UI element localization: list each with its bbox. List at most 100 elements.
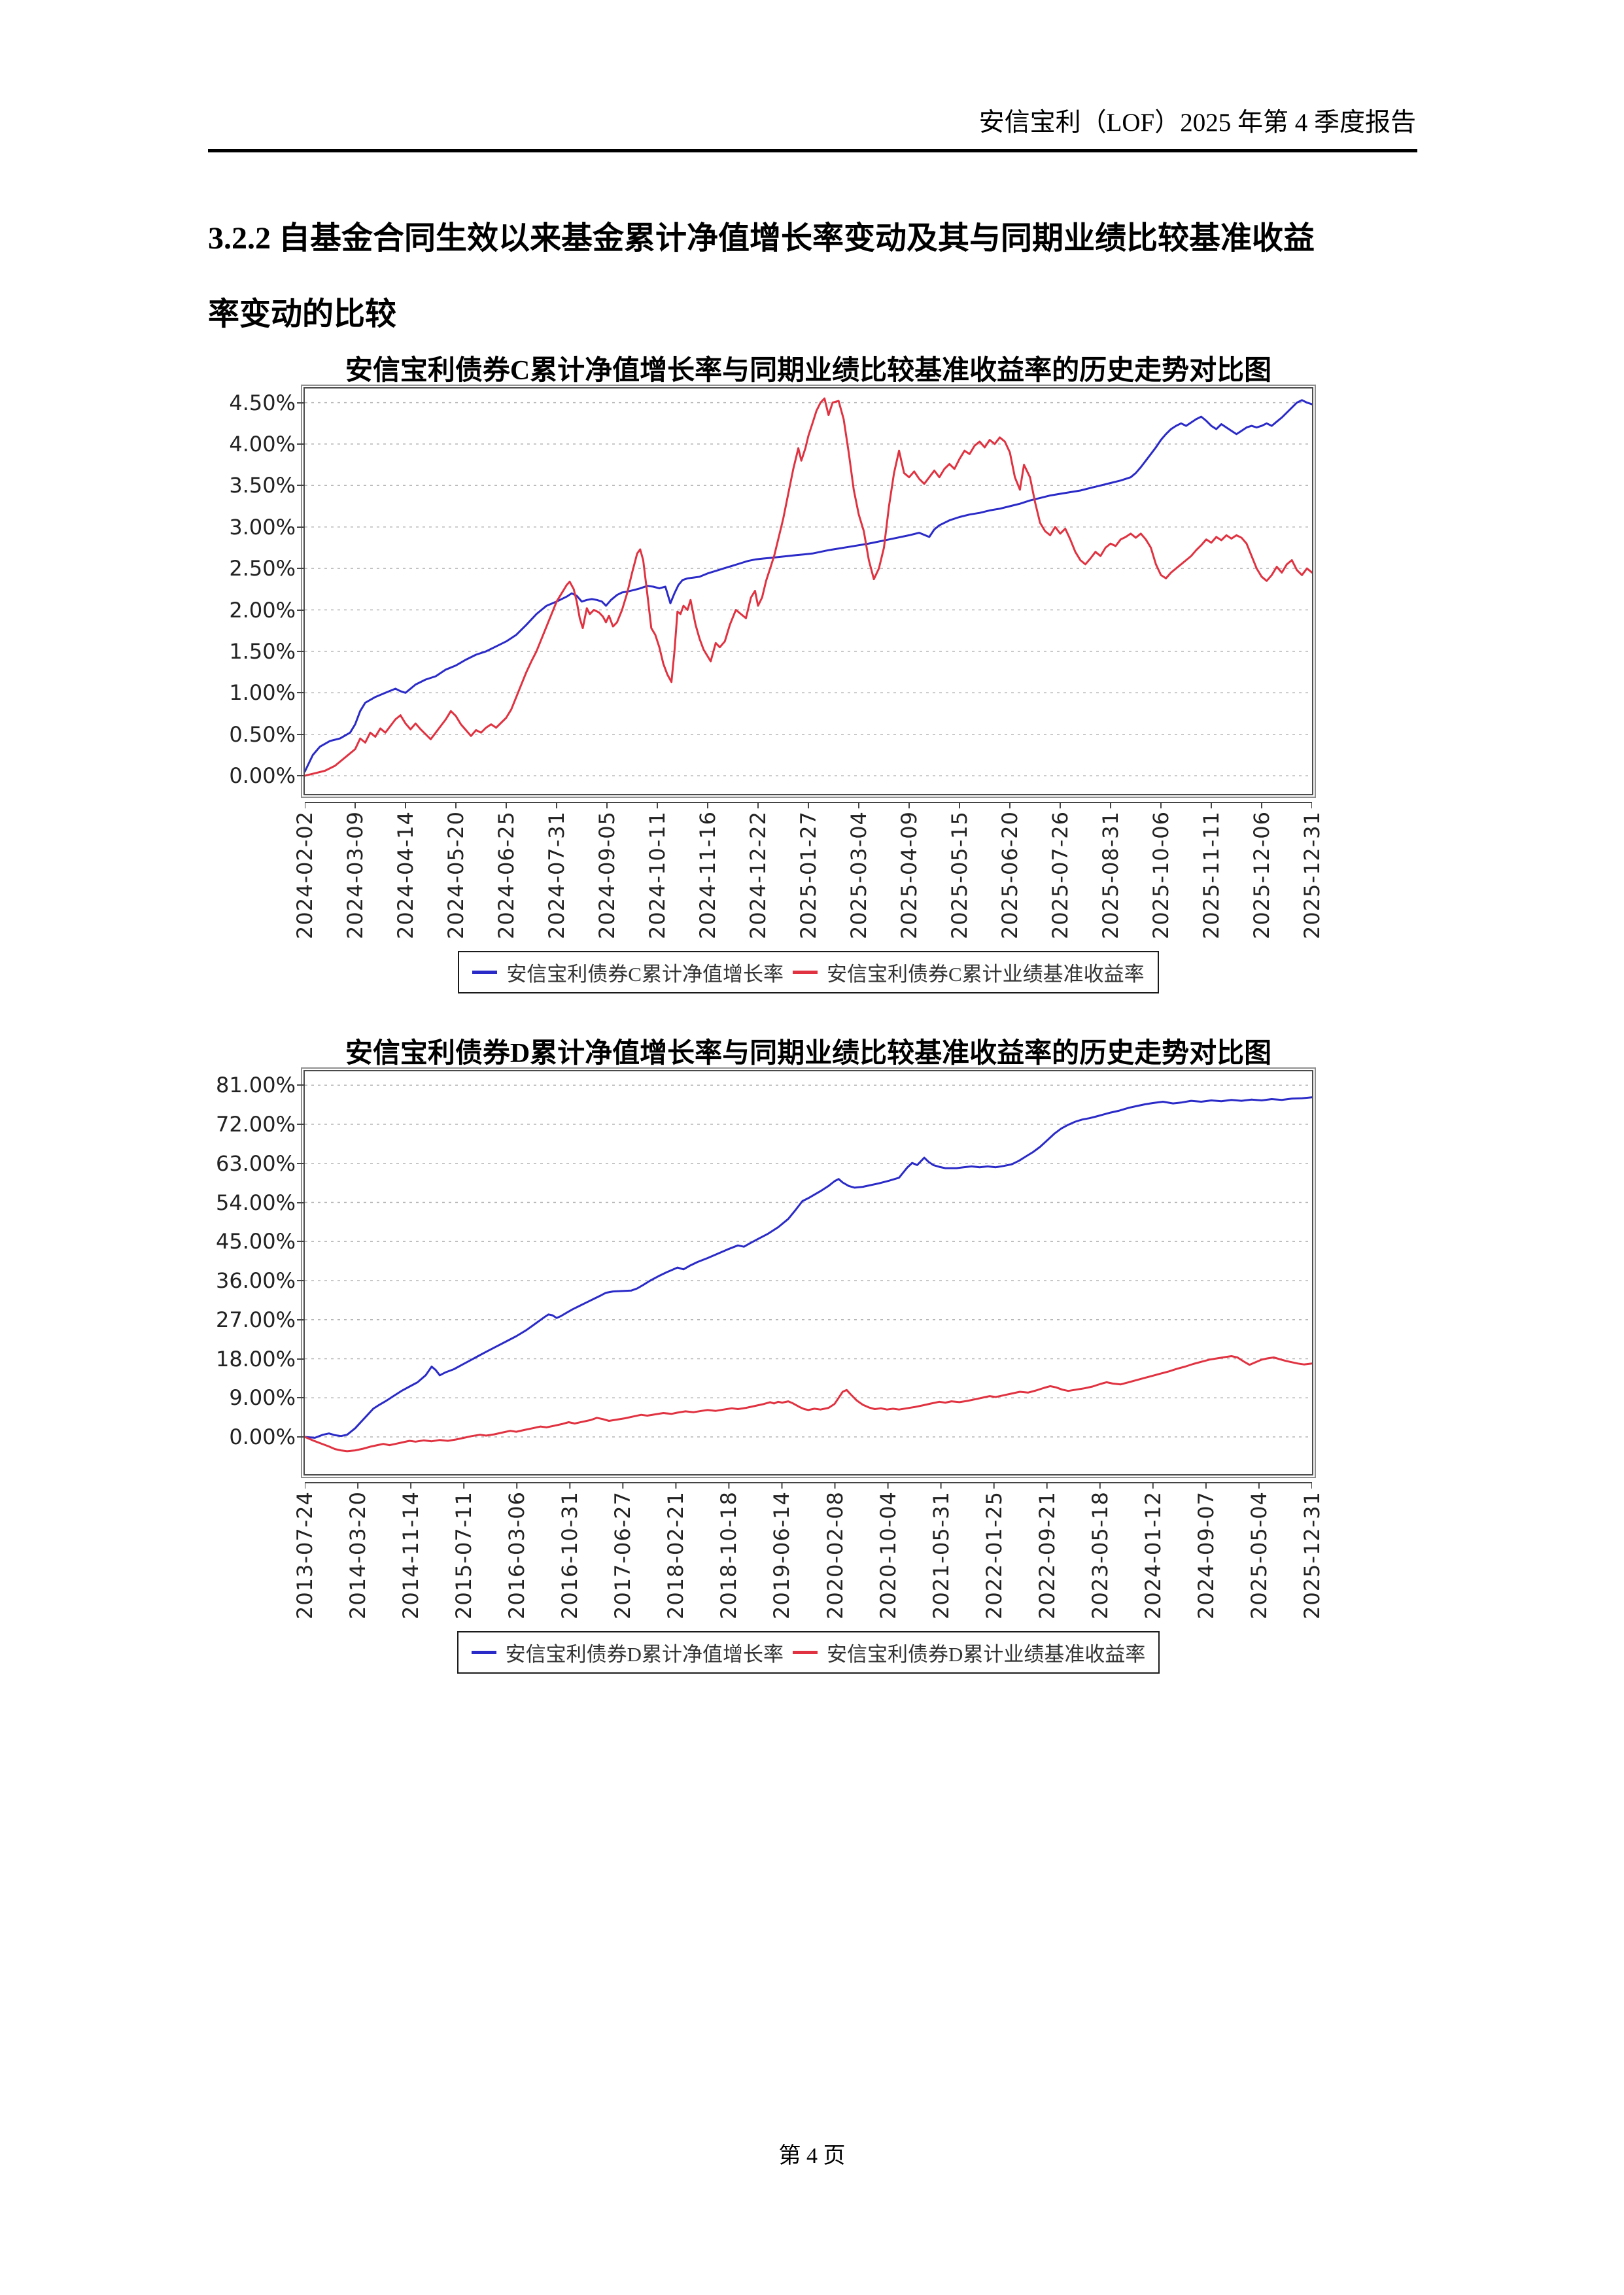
x-axis-label: 2024-09-05 [595,811,619,939]
x-axis-label: 2025-08-31 [1098,811,1123,939]
y-axis-tick [297,734,305,735]
x-axis-label: 2024-10-11 [645,811,670,939]
x-axis-label: 2024-06-25 [494,811,519,939]
y-axis-label: 1.50% [229,639,296,664]
x-axis-label: 2025-04-09 [897,811,922,939]
y-axis-label: 54.00% [215,1190,296,1215]
x-axis-label: 2022-01-25 [982,1491,1007,1619]
y-axis-label: 72.00% [215,1112,296,1137]
section-title-line2: 率变动的比较 [208,297,397,332]
y-axis-label: 3.00% [229,515,296,540]
x-axis-label: 2024-03-09 [343,811,368,939]
x-axis-label: 2023-05-18 [1088,1491,1113,1619]
y-axis-label: 0.00% [229,763,296,788]
y-axis-tick [297,443,305,445]
y-axis-label: 18.00% [215,1347,296,1372]
y-axis-label: 27.00% [215,1307,296,1332]
y-axis-tick [297,1241,305,1242]
page-number: 第 4 页 [778,2144,846,2168]
x-axis-label: 2016-10-31 [557,1491,582,1619]
header-rule [208,149,1417,152]
x-axis-label: 2024-02-02 [292,811,317,939]
y-axis-label: 2.50% [229,556,296,581]
x-axis-label: 2024-04-14 [393,811,418,939]
y-axis-label: 63.00% [215,1151,296,1176]
x-axis-label: 2014-11-14 [398,1491,423,1619]
y-axis-tick [297,1319,305,1320]
x-axis-label: 2019-06-14 [769,1491,794,1619]
x-axis-label: 2025-01-27 [796,811,821,939]
chart2-frame [301,1067,1316,1478]
y-axis-label: 0.00% [229,1424,296,1449]
y-axis-tick [297,1358,305,1360]
x-axis-label: 2017-06-27 [610,1491,635,1619]
legend-benchmark-label: 安信宝利债券C累计业绩基准收益率 [827,963,1145,986]
y-axis-tick [297,651,305,652]
y-axis-tick [297,1163,305,1164]
y-axis-label: 45.00% [215,1229,296,1254]
y-axis-label: 1.00% [229,680,296,705]
x-axis-label: 2015-07-11 [451,1491,476,1619]
y-axis-tick [297,1124,305,1125]
y-axis-tick [297,1436,305,1438]
x-axis-label: 2020-02-08 [823,1491,848,1619]
x-axis [305,1482,1312,1489]
x-axis-label: 2024-07-31 [544,811,569,939]
x-axis-label: 2022-09-21 [1035,1491,1060,1619]
x-axis-label: 2014-03-20 [345,1491,370,1619]
y-axis-tick [297,526,305,528]
chart1-frame [301,385,1316,798]
y-axis-tick [297,1202,305,1203]
chart-canvas [305,1084,1312,1453]
x-axis-label: 2018-10-18 [716,1491,741,1619]
y-axis-label: 3.50% [229,473,296,498]
x-axis-label: 2024-12-22 [746,811,770,939]
y-axis-label: 4.00% [229,432,296,457]
chart1-legend: 安信宝利债券C累计净值增长率 安信宝利债券C累计业绩基准收益率 [305,951,1312,993]
chart2-legend: 安信宝利债券D累计净值增长率 安信宝利债券D累计业绩基准收益率 [305,1631,1312,1674]
x-axis-label: 2025-06-20 [997,811,1022,939]
chart1-title: 安信宝利债券C累计净值增长率与同期业绩比较基准收益率的历史走势对比图 [345,356,1272,386]
y-axis-label: 2.00% [229,598,296,623]
y-axis-tick [297,485,305,486]
x-axis-label: 2021-05-31 [929,1491,954,1619]
chart2-legend-box: 安信宝利债券D累计净值增长率 安信宝利债券D累计业绩基准收益率 [457,1631,1160,1674]
legend-fund-label: 安信宝利债券D累计净值增长率 [505,1643,784,1666]
x-axis-label: 2025-11-11 [1199,811,1224,939]
x-axis-label: 2025-05-04 [1247,1491,1271,1619]
x-axis-label: 2018-02-21 [663,1491,688,1619]
page-header-title: 安信宝利（LOF）2025 年第 4 季度报告 [978,109,1416,137]
x-axis-label: 2025-12-06 [1249,811,1274,939]
y-axis-tick [297,402,305,404]
x-axis-label: 2013-07-24 [292,1491,317,1619]
section-title-line1: 3.2.2 自基金合同生效以来基金累计净值增长率变动及其与同期业绩比较基准收益 [208,221,1315,256]
x-axis-label: 2025-05-15 [947,811,972,939]
y-axis-tick [297,1397,305,1398]
y-axis-tick [297,610,305,611]
x-axis-label: 2025-03-04 [846,811,871,939]
y-axis-label: 81.00% [215,1073,296,1097]
x-axis-label: 2020-10-04 [876,1491,901,1619]
y-axis-tick [297,775,305,776]
x-axis-label: 2024-11-16 [695,811,720,939]
y-axis-tick [297,692,305,693]
y-axis-label: 9.00% [229,1385,296,1410]
x-axis-label: 2025-07-26 [1048,811,1073,939]
chart2-title: 安信宝利债券D累计净值增长率与同期业绩比较基准收益率的历史走势对比图 [345,1039,1272,1069]
legend-fund-label: 安信宝利债券C累计净值增长率 [506,963,784,986]
y-axis-label: 4.50% [229,390,296,415]
chart2-plot-area [303,1070,1313,1475]
y-axis-tick [297,568,305,569]
legend-fund-line-swatch [472,971,498,974]
legend-benchmark-line-swatch [793,1651,818,1654]
x-axis-label: 2024-09-07 [1194,1491,1218,1619]
legend-benchmark-line-swatch [793,971,818,974]
y-axis-tick [297,1280,305,1281]
chart1-plot-area [303,387,1313,795]
chart1-legend-box: 安信宝利债券C累计净值增长率 安信宝利债券C累计业绩基准收益率 [458,951,1159,993]
y-axis-tick [297,1084,305,1086]
legend-benchmark-label: 安信宝利债券D累计业绩基准收益率 [827,1643,1146,1666]
x-axis [305,802,1312,808]
x-axis-label: 2024-05-20 [443,811,468,939]
